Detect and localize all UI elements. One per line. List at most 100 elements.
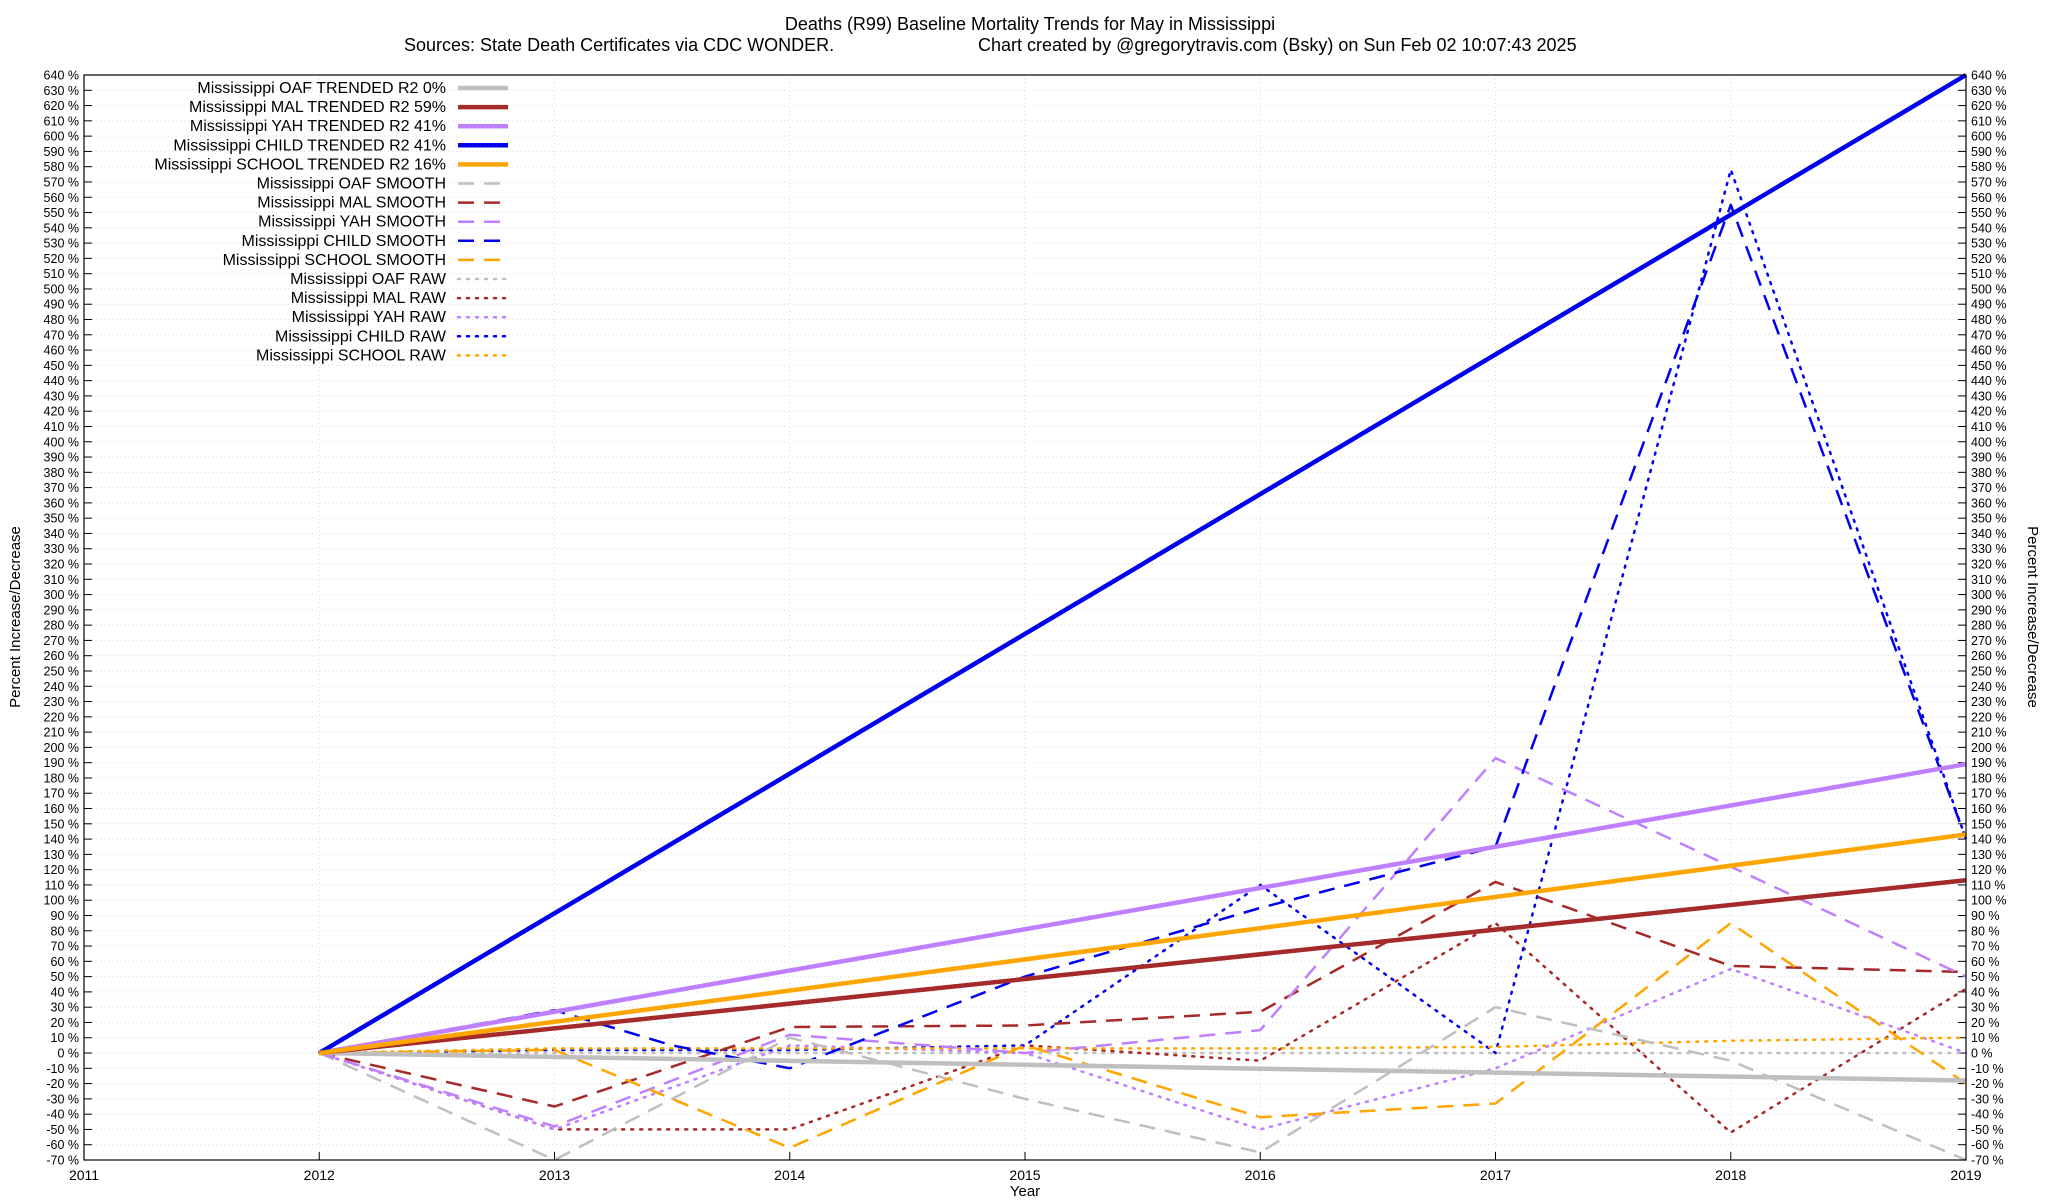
y-tick-label-right: 540 %: [1971, 221, 2006, 235]
series-yah-smooth: [318, 756, 1967, 1128]
y-tick-label-right: 120 %: [1971, 863, 2006, 877]
legend: Mississippi OAF TRENDED R2 0% Mississippi…: [154, 80, 510, 364]
plot-frame: [83, 74, 1967, 1161]
legend-label: Mississippi OAF TRENDED R2 0%: [197, 80, 446, 97]
y-tick-label-right: 110 %: [1971, 878, 2006, 892]
y-tick-label: -50 %: [46, 1123, 79, 1137]
y-tick-label-right: 640 %: [1971, 69, 2006, 83]
x-tick-label: 2016: [1245, 1167, 1276, 1183]
y-tick-label-right: 20 %: [1971, 1016, 2000, 1030]
series-mal-raw: [318, 921, 1968, 1134]
y-tick-label-right: 280 %: [1971, 619, 2006, 633]
y-tick-label: 220 %: [44, 710, 79, 724]
series-mal-smooth: [319, 880, 1967, 1108]
y-tick-label-right: 560 %: [1971, 191, 2006, 205]
y-tick-label: 590 %: [44, 145, 79, 159]
y-tick-label-right: 130 %: [1971, 848, 2006, 862]
y-tick-label: 230 %: [44, 695, 79, 709]
y-tick-label-right: 190 %: [1971, 756, 2006, 770]
y-tick-label: 100 %: [44, 894, 79, 908]
y-tick-label: 570 %: [44, 175, 79, 189]
series-yah-trend: [318, 761, 1967, 1056]
y-tick-label-right: 220 %: [1971, 710, 2006, 724]
y-tick-label: 350 %: [44, 512, 79, 526]
y-tick-label-right: 550 %: [1971, 206, 2006, 220]
y-tick-label-right: 380 %: [1971, 466, 2006, 480]
x-tick-label: 2012: [304, 1167, 335, 1183]
y-tick-label-right: 10 %: [1971, 1031, 2000, 1045]
y-tick-label-right: -50 %: [1971, 1123, 2004, 1137]
y-tick-label: -60 %: [46, 1138, 79, 1152]
series-child-smooth: [319, 203, 1968, 1070]
y-tick-label: 90 %: [51, 909, 80, 923]
chart-subtitle-right: Chart created by @gregorytravis.com (Bsk…: [978, 35, 1577, 55]
y-tick-label-right: 570 %: [1971, 175, 2006, 189]
y-tick-label: 500 %: [44, 282, 79, 296]
y-tick-label: 390 %: [44, 451, 79, 465]
y-tick-label-right: 370 %: [1971, 481, 2006, 495]
y-tick-label: 80 %: [51, 924, 80, 938]
y-tick-label-right: 290 %: [1971, 603, 2006, 617]
y-tick-label: 180 %: [44, 771, 79, 785]
y-tick-label: 610 %: [44, 114, 79, 128]
y-tick-label: 550 %: [44, 206, 79, 220]
y-axis-label: Percent Increase/Decrease: [7, 526, 24, 708]
y-tick-label: 450 %: [44, 359, 79, 373]
y-axis-label-right: Percent Increase/Decrease: [2024, 526, 2041, 708]
y-tick-label: 480 %: [44, 313, 79, 327]
y-tick-label-right: 460 %: [1971, 344, 2006, 358]
y-tick-label: 270 %: [44, 634, 79, 648]
y-tick-label-right: -70 %: [1971, 1154, 2004, 1168]
series-school-raw: [318, 1036, 1968, 1055]
legend-label: Mississippi YAH SMOOTH: [258, 214, 446, 231]
x-tick-label: 2019: [1950, 1167, 1981, 1183]
y-tick-label-right: 340 %: [1971, 527, 2006, 541]
series-layer: [318, 73, 1968, 1162]
y-tick-label: 320 %: [44, 558, 79, 572]
y-tick-label-right: 350 %: [1971, 512, 2006, 526]
y-tick-label-right: 150 %: [1971, 817, 2006, 831]
y-tick-label: 420 %: [44, 405, 79, 419]
series-mal-trend: [319, 878, 1967, 1056]
y-tick-label-right: -10 %: [1971, 1062, 2004, 1076]
x-tick-label: 2013: [539, 1167, 570, 1183]
y-tick-label: 290 %: [44, 603, 79, 617]
y-tick-label: 600 %: [44, 130, 79, 144]
y-tick-label-right: -20 %: [1971, 1077, 2004, 1091]
y-tick-label: 20 %: [51, 1016, 80, 1030]
y-tick-label-right: 180 %: [1971, 771, 2006, 785]
y-tick-label: 200 %: [44, 741, 79, 755]
y-tick-label-right: 270 %: [1971, 634, 2006, 648]
series-oaf-smooth: [318, 1005, 1967, 1162]
y-tick-label: -20 %: [46, 1077, 79, 1091]
y-tick-label: 260 %: [44, 649, 79, 663]
y-tick-label: 630 %: [44, 84, 79, 98]
legend-label: Mississippi SCHOOL TRENDED R2 16%: [154, 156, 446, 173]
y-tick-label-right: 530 %: [1971, 237, 2006, 251]
y-tick-label-right: 610 %: [1971, 114, 2006, 128]
ticks: -70 % -70 %-60 % -60 %-50 % -50 %-40 % -40 %…: [44, 69, 2007, 1184]
y-tick-label-right: -30 %: [1971, 1092, 2004, 1106]
y-tick-label: 400 %: [44, 435, 79, 449]
legend-label: Mississippi OAF RAW: [290, 271, 447, 288]
y-tick-label-right: 60 %: [1971, 955, 2000, 969]
chart-title: Deaths (R99) Baseline Mortality Trends f…: [785, 14, 1275, 34]
legend-label: Mississippi SCHOOL SMOOTH: [223, 252, 446, 269]
y-tick-label-right: 200 %: [1971, 741, 2006, 755]
y-tick-label-right: -40 %: [1971, 1108, 2004, 1122]
chart-subtitle-left: Sources: State Death Certificates via CD…: [404, 35, 834, 55]
y-tick-label: 140 %: [44, 833, 79, 847]
y-tick-label: -70 %: [46, 1154, 79, 1168]
legend-label: Mississippi YAH RAW: [292, 309, 447, 326]
legend-label: Mississippi CHILD RAW: [275, 328, 447, 345]
y-tick-label-right: 140 %: [1971, 833, 2006, 847]
y-tick-label-right: 100 %: [1971, 894, 2006, 908]
y-tick-label: 380 %: [44, 466, 79, 480]
y-tick-label-right: 400 %: [1971, 435, 2006, 449]
y-tick-label: 310 %: [44, 573, 79, 587]
legend-label: Mississippi MAL RAW: [291, 290, 447, 307]
y-tick-label: 70 %: [51, 940, 80, 954]
series-child-trend: [318, 73, 1968, 1055]
y-tick-label-right: 50 %: [1971, 970, 2000, 984]
x-tick-label: 2018: [1715, 1167, 1746, 1183]
